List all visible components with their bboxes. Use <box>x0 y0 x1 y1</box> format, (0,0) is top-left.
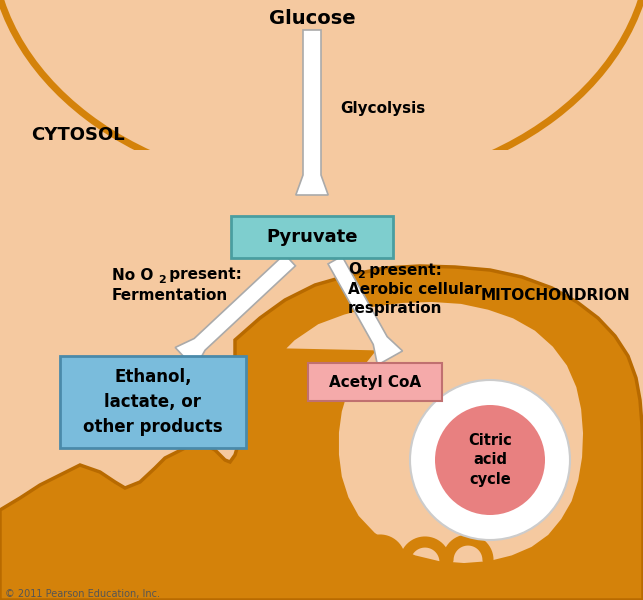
Text: No O: No O <box>112 268 154 283</box>
Text: Fermentation: Fermentation <box>112 287 228 302</box>
Text: Glucose: Glucose <box>269 8 356 28</box>
Circle shape <box>410 380 570 540</box>
Text: © 2011 Pearson Education, Inc.: © 2011 Pearson Education, Inc. <box>5 589 160 599</box>
Polygon shape <box>270 295 590 570</box>
Text: Glycolysis: Glycolysis <box>340 100 425 115</box>
Text: 2: 2 <box>357 270 365 280</box>
Text: respiration: respiration <box>348 301 442 316</box>
Text: Pyruvate: Pyruvate <box>266 228 358 246</box>
Bar <box>0 150 643 600</box>
Text: MITOCHONDRION: MITOCHONDRION <box>480 287 629 302</box>
Ellipse shape <box>0 0 643 190</box>
Polygon shape <box>328 256 403 365</box>
Text: Aerobic cellular: Aerobic cellular <box>348 281 482 296</box>
Text: present:: present: <box>164 268 242 283</box>
Text: Citric
acid
cycle: Citric acid cycle <box>468 433 512 487</box>
FancyBboxPatch shape <box>231 216 393 258</box>
Polygon shape <box>175 254 296 368</box>
Text: Acetyl CoA: Acetyl CoA <box>329 374 421 389</box>
Text: 2: 2 <box>158 275 166 285</box>
Text: CYTOSOL: CYTOSOL <box>32 126 125 144</box>
Polygon shape <box>296 30 328 195</box>
Polygon shape <box>0 266 643 600</box>
Text: present:: present: <box>364 263 442 277</box>
Circle shape <box>435 405 545 515</box>
FancyBboxPatch shape <box>60 356 246 448</box>
Text: O: O <box>348 263 361 277</box>
FancyBboxPatch shape <box>308 363 442 401</box>
Text: Ethanol,
lactate, or
other products: Ethanol, lactate, or other products <box>83 368 223 436</box>
